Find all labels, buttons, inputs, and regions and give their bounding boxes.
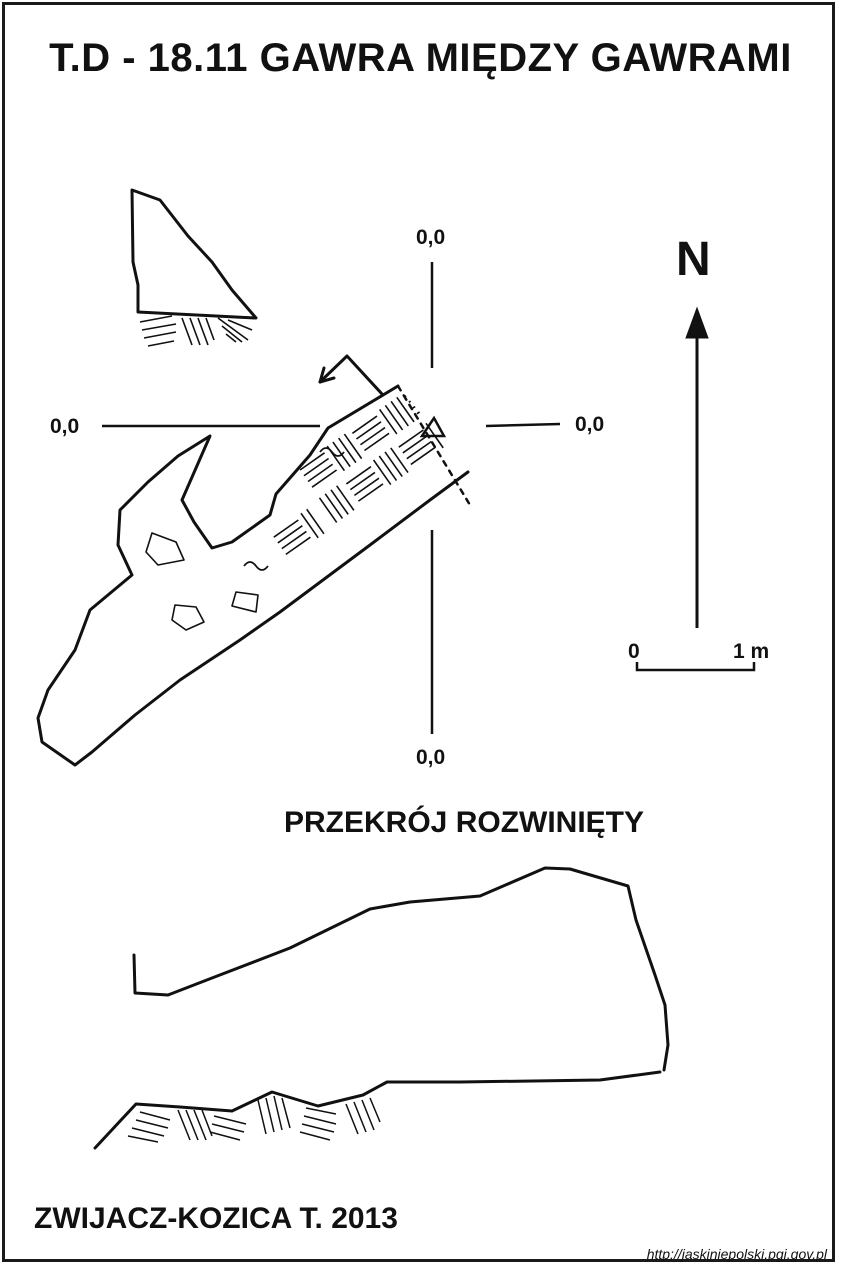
source-url: http://jaskiniepolski.pgi.gov.pl	[646, 1246, 827, 1262]
profile-hatching	[127, 1095, 381, 1143]
grid-cross	[102, 262, 561, 734]
tilde-icon	[319, 447, 345, 457]
cave-title: T.D - 18.11 GAWRA MIĘDZY GAWRAMI	[49, 36, 792, 80]
boulder-icon	[145, 532, 185, 566]
entrance-dashes	[396, 384, 472, 507]
cross-section	[130, 188, 258, 320]
scale-end-label: 1 m	[733, 640, 770, 663]
boulder-icon	[171, 604, 205, 631]
survey-station-icon	[419, 415, 447, 438]
boulders	[145, 532, 259, 631]
scale-bar	[635, 662, 756, 672]
water-symbols	[243, 447, 345, 571]
boulder-icon	[231, 591, 259, 613]
profile-ceiling	[132, 866, 670, 1072]
north-label: N	[676, 233, 711, 286]
grid-label-left: 0,0	[50, 415, 80, 438]
cross-section-outline	[130, 188, 258, 320]
section-title: PRZEKRÓJ ROZWINIĘTY	[284, 806, 645, 839]
plan-hatching	[273, 386, 456, 556]
grid-label-bottom: 0,0	[416, 746, 446, 769]
profile-floor	[93, 1070, 662, 1150]
entrance-line	[318, 354, 384, 396]
extended-profile	[93, 866, 670, 1150]
scale-start-label: 0	[628, 640, 640, 663]
grid-label-right: 0,0	[575, 413, 605, 436]
cross-section-hatching	[139, 315, 253, 347]
entrance-arrowhead	[318, 366, 336, 384]
author-credit: ZWIJACZ-KOZICA T. 2013	[34, 1202, 398, 1235]
cave-plan	[36, 354, 472, 767]
grid-line-right	[485, 422, 561, 428]
north-arrow-icon	[685, 306, 709, 628]
cave-plan-outline	[36, 384, 470, 767]
grid-label-top: 0,0	[416, 226, 446, 249]
tilde-icon	[243, 561, 269, 571]
